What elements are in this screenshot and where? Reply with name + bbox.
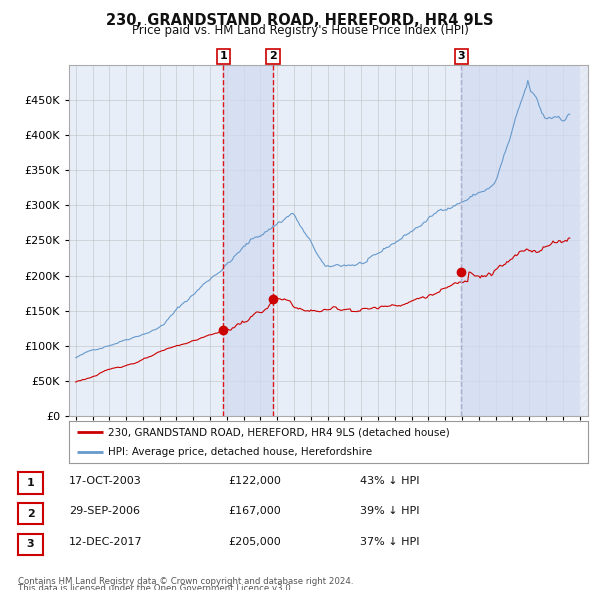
- Bar: [223, 65, 273, 416]
- Text: £122,000: £122,000: [228, 476, 281, 486]
- Bar: [461, 65, 588, 416]
- Text: 17-OCT-2003: 17-OCT-2003: [69, 476, 142, 486]
- Text: 3: 3: [27, 539, 34, 549]
- Text: £205,000: £205,000: [228, 537, 281, 547]
- Text: 2: 2: [269, 51, 277, 61]
- Text: 37% ↓ HPI: 37% ↓ HPI: [360, 537, 419, 547]
- Text: 2: 2: [27, 509, 34, 519]
- Text: 12-DEC-2017: 12-DEC-2017: [69, 537, 143, 547]
- Text: 230, GRANDSTAND ROAD, HEREFORD, HR4 9LS (detached house): 230, GRANDSTAND ROAD, HEREFORD, HR4 9LS …: [108, 427, 449, 437]
- Text: 1: 1: [27, 478, 34, 488]
- Text: Price paid vs. HM Land Registry's House Price Index (HPI): Price paid vs. HM Land Registry's House …: [131, 24, 469, 37]
- Text: 230, GRANDSTAND ROAD, HEREFORD, HR4 9LS: 230, GRANDSTAND ROAD, HEREFORD, HR4 9LS: [106, 13, 494, 28]
- Text: 39% ↓ HPI: 39% ↓ HPI: [360, 506, 419, 516]
- Bar: [580, 65, 596, 416]
- Text: This data is licensed under the Open Government Licence v3.0.: This data is licensed under the Open Gov…: [18, 584, 293, 590]
- Text: HPI: Average price, detached house, Herefordshire: HPI: Average price, detached house, Here…: [108, 447, 372, 457]
- Text: Contains HM Land Registry data © Crown copyright and database right 2024.: Contains HM Land Registry data © Crown c…: [18, 577, 353, 586]
- Text: 3: 3: [457, 51, 465, 61]
- Text: £167,000: £167,000: [228, 506, 281, 516]
- Text: 1: 1: [220, 51, 227, 61]
- Text: 29-SEP-2006: 29-SEP-2006: [69, 506, 140, 516]
- Text: 43% ↓ HPI: 43% ↓ HPI: [360, 476, 419, 486]
